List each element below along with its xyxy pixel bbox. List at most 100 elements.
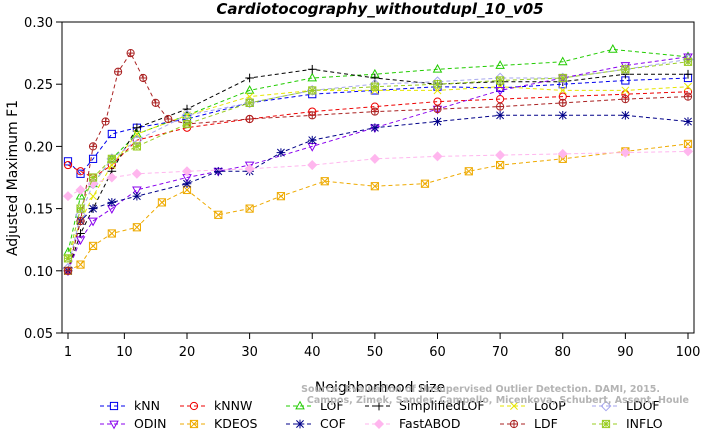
data-point xyxy=(88,241,98,251)
data-point xyxy=(101,117,110,126)
data-point xyxy=(620,147,631,158)
data-point xyxy=(558,98,567,107)
data-point xyxy=(245,98,254,107)
data-point xyxy=(420,179,430,188)
data-point xyxy=(433,117,442,126)
data-point xyxy=(558,73,567,83)
data-point xyxy=(213,166,223,176)
data-point xyxy=(132,128,142,138)
legend-item-inflo: INFLO xyxy=(592,416,663,431)
data-point xyxy=(370,73,380,83)
legend-marker xyxy=(600,400,612,412)
data-point xyxy=(683,57,693,66)
data-point xyxy=(182,119,192,129)
y-tick-label: 0.30 xyxy=(24,16,53,31)
series-line xyxy=(67,68,688,271)
series-lof xyxy=(63,44,693,256)
legend-label: LoOP xyxy=(534,398,566,413)
legend-label: INFLO xyxy=(626,416,663,431)
data-point xyxy=(496,102,505,111)
series-line xyxy=(67,86,689,259)
data-point xyxy=(683,53,693,63)
legend-marker xyxy=(295,400,305,410)
data-point xyxy=(62,191,74,202)
y-tick-label: 0.25 xyxy=(24,78,53,93)
legend-label: SimplifiedLOF xyxy=(399,398,485,413)
data-point xyxy=(433,80,442,89)
series-fastabod xyxy=(62,146,694,202)
legend-label: kNNW xyxy=(214,398,252,413)
series-cof xyxy=(63,110,693,276)
y-tick-label: 0.10 xyxy=(24,265,53,280)
data-point xyxy=(107,154,116,163)
data-point xyxy=(132,186,142,196)
data-point xyxy=(131,168,142,179)
data-point xyxy=(107,198,117,207)
data-point xyxy=(432,151,443,162)
legend-item-ldf: LDF xyxy=(500,416,558,431)
data-point xyxy=(132,142,141,151)
data-point xyxy=(75,184,86,195)
data-point xyxy=(495,110,505,120)
data-point xyxy=(307,160,318,171)
x-tick-label: 60 xyxy=(429,345,446,360)
legend-item-cof: COF xyxy=(286,416,346,431)
data-point xyxy=(496,160,505,170)
data-point xyxy=(88,173,98,182)
data-point xyxy=(132,223,141,232)
data-point xyxy=(558,86,567,95)
data-point xyxy=(370,123,380,133)
data-point xyxy=(276,192,286,201)
series-inflo xyxy=(63,57,693,263)
x-tick-label: 50 xyxy=(367,345,384,360)
legend-marker xyxy=(295,419,305,429)
legend-label: LOF xyxy=(320,398,344,413)
data-point xyxy=(684,82,692,91)
data-point xyxy=(63,160,73,170)
series-ldf xyxy=(63,49,693,275)
data-point xyxy=(76,204,85,213)
data-point xyxy=(495,87,505,96)
data-point xyxy=(308,86,317,95)
data-point xyxy=(75,236,86,246)
data-point xyxy=(245,73,254,83)
data-point xyxy=(464,167,473,176)
data-point xyxy=(370,182,379,191)
data-point xyxy=(214,210,223,219)
data-point xyxy=(107,229,116,238)
data-point xyxy=(107,129,116,139)
x-tick-label: 90 xyxy=(617,345,634,360)
legend-item-knn: kNN xyxy=(100,398,160,413)
data-point xyxy=(151,98,160,107)
data-point xyxy=(89,192,98,201)
data-point xyxy=(114,67,123,76)
data-point xyxy=(76,260,85,269)
data-point xyxy=(496,76,505,85)
data-point xyxy=(621,95,630,104)
data-point xyxy=(182,179,192,189)
x-tick-label: 40 xyxy=(304,345,321,360)
series-line xyxy=(67,114,689,271)
data-point xyxy=(558,110,568,120)
plot-frame xyxy=(61,21,695,334)
data-point xyxy=(132,191,142,201)
x-tick-label: 20 xyxy=(179,345,196,360)
data-point xyxy=(245,204,254,213)
data-point xyxy=(307,72,318,82)
legend-marker xyxy=(510,402,518,410)
data-point xyxy=(132,123,142,133)
data-point xyxy=(63,266,73,275)
x-tick-label: 1 xyxy=(64,345,72,360)
x-tick-label: 80 xyxy=(554,345,571,360)
legend-label: FastABOD xyxy=(399,416,461,431)
legend-label: LDOF xyxy=(626,398,660,413)
data-point xyxy=(139,73,148,83)
series-line xyxy=(67,52,689,271)
x-tick-label: 100 xyxy=(676,345,701,360)
data-point xyxy=(682,146,694,157)
x-axis-label: Neighborhood size xyxy=(315,380,445,396)
y-tick-label: 0.20 xyxy=(24,140,53,155)
data-point xyxy=(307,135,317,145)
data-point xyxy=(620,62,631,71)
legend-item-fastabod: FastABOD xyxy=(365,416,461,431)
